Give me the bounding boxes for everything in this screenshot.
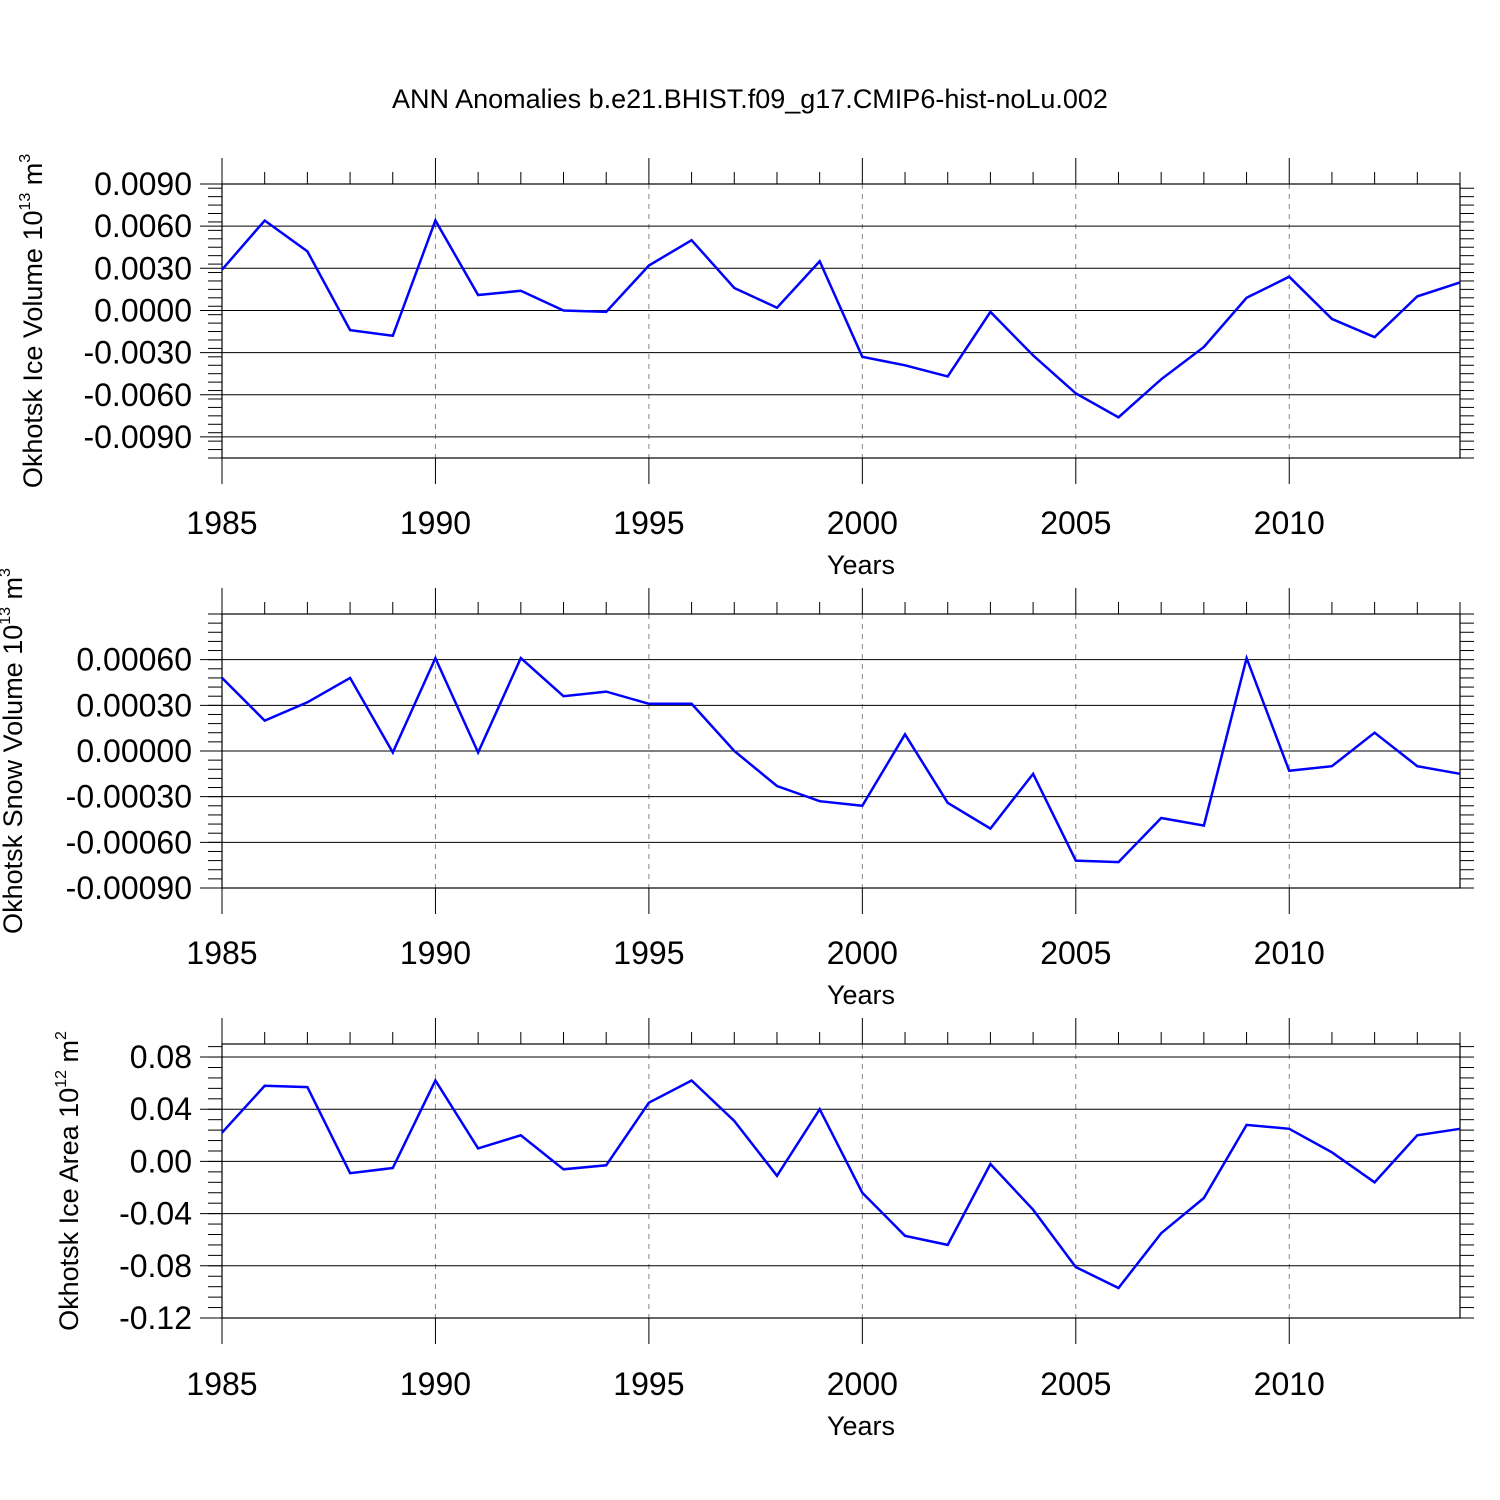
y-axis-label-unit: m xyxy=(54,1040,84,1070)
y-tick-label: -0.0060 xyxy=(83,377,192,413)
y-axis-label-text: Okhotsk Snow Volume 10 xyxy=(0,625,28,934)
x-tick-label: 2005 xyxy=(1040,505,1111,541)
y-tick-label: -0.12 xyxy=(119,1300,192,1336)
y-axis-label-text: Okhotsk Ice Volume 10 xyxy=(18,211,48,489)
figure-title: ANN Anomalies b.e21.BHIST.f09_g17.CMIP6-… xyxy=(392,84,1108,114)
y-axis-label: Okhotsk Snow Volume 1013 m3 xyxy=(0,568,28,934)
panel-snow-volume: 1985 1990 1995 2000 2005 2010 0.00060 0.00030 0.… xyxy=(0,568,1474,1010)
panel-ice-area: 1985 1990 1995 2000 2005 2010 0.08 0.04 0.00 -0.0… xyxy=(53,1018,1474,1441)
x-tick-label: 1995 xyxy=(613,935,684,971)
y-tick-label: -0.0090 xyxy=(83,419,192,455)
y-axis-label-exponent: 12 xyxy=(53,1070,70,1088)
plot-frame xyxy=(221,1043,1461,1319)
y-axis-label-exponent: 13 xyxy=(17,193,34,211)
y-axis-label: Okhotsk Ice Area 1012 m2 xyxy=(53,1031,84,1331)
y-axis-label-text: Okhotsk Ice Area 10 xyxy=(54,1088,84,1331)
y-axis-label-unit-exponent: 2 xyxy=(53,1031,70,1040)
x-tick-label: 2000 xyxy=(827,935,898,971)
y-tick-label: 0.0090 xyxy=(94,166,192,202)
y-axis-label-unit: m xyxy=(0,577,28,607)
x-tick-label: 2000 xyxy=(827,505,898,541)
x-tick-label: 2005 xyxy=(1040,1366,1111,1402)
x-tick-label: 2010 xyxy=(1254,935,1325,971)
y-tick-label: 0.00030 xyxy=(76,687,192,723)
x-tick-label: 2000 xyxy=(827,1366,898,1402)
y-tick-label: 0.00 xyxy=(130,1143,192,1179)
y-tick-label: -0.00030 xyxy=(66,779,192,815)
y-tick-label: -0.04 xyxy=(119,1196,192,1232)
y-axis-label-unit-exponent: 3 xyxy=(17,154,34,163)
x-axis-label: Years xyxy=(827,980,895,1010)
y-tick-label: 0.0060 xyxy=(94,208,192,244)
x-tick-label: 1985 xyxy=(186,1366,257,1402)
y-tick-label: -0.00060 xyxy=(66,824,192,860)
x-tick-label: 1990 xyxy=(400,935,471,971)
y-tick-label: 0.04 xyxy=(130,1091,192,1127)
y-tick-label: 0.08 xyxy=(130,1039,192,1075)
x-tick-label: 1990 xyxy=(400,505,471,541)
panel-ice-volume: 1985 1990 1995 2000 2005 2010 0.0090 0.0060 0.00… xyxy=(17,154,1474,580)
x-axis-label: Years xyxy=(827,1411,895,1441)
y-tick-label: -0.08 xyxy=(119,1248,192,1284)
y-tick-label: 0.00000 xyxy=(76,733,192,769)
y-axis-label-unit: m xyxy=(18,163,48,193)
y-axis-label-unit-exponent: 3 xyxy=(0,568,14,577)
plot-frame xyxy=(221,183,1461,459)
y-axis-label: Okhotsk Ice Volume 1013 m3 xyxy=(17,154,48,488)
x-tick-label: 1985 xyxy=(186,505,257,541)
y-tick-label: 0.0000 xyxy=(94,292,192,328)
series-line xyxy=(221,1077,1461,1290)
y-tick-label: -0.0030 xyxy=(83,335,192,371)
y-tick-label: -0.00090 xyxy=(66,870,192,906)
y-tick-label: 0.0030 xyxy=(94,250,192,286)
x-tick-label: 1985 xyxy=(186,935,257,971)
x-axis-label: Years xyxy=(827,550,895,580)
y-axis-label-exponent: 13 xyxy=(0,607,14,625)
x-tick-label: 2010 xyxy=(1254,505,1325,541)
series-line xyxy=(221,653,1461,864)
x-tick-label: 1995 xyxy=(613,505,684,541)
x-tick-label: 2010 xyxy=(1254,1366,1325,1402)
series-line xyxy=(221,217,1461,419)
x-tick-label: 1990 xyxy=(400,1366,471,1402)
y-tick-label: 0.00060 xyxy=(76,642,192,678)
x-tick-label: 2005 xyxy=(1040,935,1111,971)
x-tick-label: 1995 xyxy=(613,1366,684,1402)
